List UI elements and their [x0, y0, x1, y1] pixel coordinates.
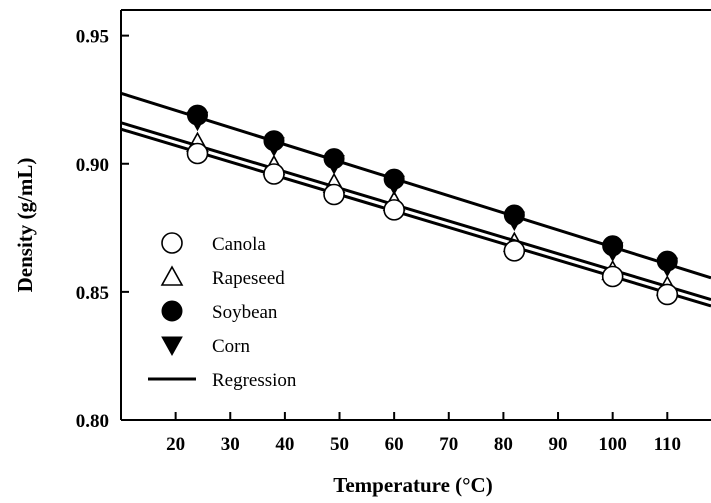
legend-marker-canola — [161, 232, 183, 254]
x-tick-label: 50 — [330, 434, 349, 455]
x-axis-title: Temperature (°C) — [333, 473, 492, 497]
soybean-point — [323, 148, 345, 170]
y-tick-label: 0.85 — [76, 283, 109, 304]
x-tick-label: 20 — [166, 434, 185, 455]
soybean-point — [503, 204, 525, 226]
canola-point — [186, 142, 209, 165]
x-tick-label: 90 — [549, 434, 568, 455]
legend-marker-corn — [161, 336, 183, 357]
soybean-point — [656, 250, 678, 272]
soybean-point — [186, 104, 208, 126]
legend-label-corn: Corn — [212, 336, 251, 357]
legend-label-canola: Canola — [212, 234, 266, 255]
legend-label-soybean: Soybean — [212, 302, 278, 323]
regression-line-1 — [120, 91, 711, 280]
data-points — [186, 104, 679, 306]
x-tick-label: 70 — [439, 434, 458, 455]
y-axis-title: Density (g/mL) — [13, 158, 37, 293]
canola-point — [383, 199, 405, 221]
soybean-point — [602, 235, 624, 257]
canola-point — [323, 183, 345, 206]
legend-label-regression: Regression — [212, 370, 297, 391]
legend: Canola Rapeseed Soybean Corn Regression — [148, 232, 297, 391]
x-tick-label: 110 — [654, 434, 681, 455]
canola-point — [656, 283, 679, 306]
x-tick-label: 40 — [275, 434, 294, 455]
tick-labels: 20 30 40 50 60 70 80 90 100 110 0.80 0.85 0.90 0.95 — [76, 27, 681, 455]
canola-point — [263, 163, 285, 185]
y-tick-label: 0.90 — [76, 155, 109, 176]
x-tick-label: 80 — [494, 434, 513, 455]
soybean-point — [263, 130, 285, 152]
soybean-point — [383, 168, 405, 190]
x-tick-label: 30 — [221, 434, 240, 455]
x-tick-label: 60 — [385, 434, 404, 455]
legend-label-rapeseed: Rapeseed — [212, 268, 285, 289]
x-tick-label: 100 — [598, 434, 627, 455]
y-tick-label: 0.95 — [76, 27, 109, 48]
legend-marker-soybean — [161, 300, 183, 322]
axes — [120, 9, 711, 421]
canola-point — [601, 265, 624, 288]
y-tick-label: 0.80 — [76, 411, 109, 432]
canola-point — [503, 240, 526, 262]
legend-marker-rapeseed — [160, 265, 184, 286]
